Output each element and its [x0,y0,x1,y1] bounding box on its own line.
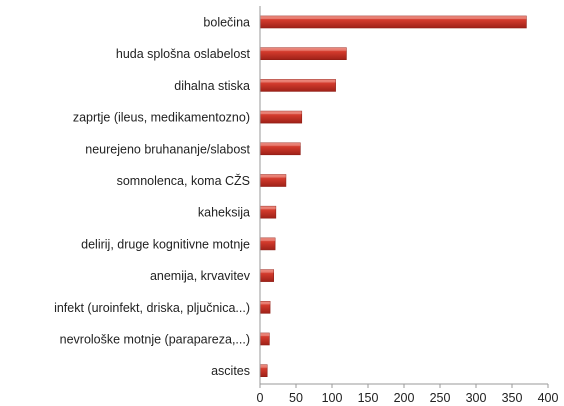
bar-highlight-3 [260,111,302,115]
x-tick-label-1: 50 [289,391,303,405]
category-label-7: delirij, druge kognitivne motnje [81,237,250,251]
x-tick-label-0: 0 [257,391,264,405]
x-tick-label-2: 100 [322,391,343,405]
category-label-6: kaheksija [198,206,250,220]
category-label-2: dihalna stiska [174,79,250,93]
bar-highlight-11 [260,364,268,368]
bar-highlight-5 [260,174,286,178]
bar-highlight-4 [260,142,301,146]
bar-highlight-2 [260,79,336,83]
x-tick-label-4: 200 [394,391,415,405]
category-label-9: infekt (uroinfekt, driska, pljučnica...) [54,301,250,315]
category-label-8: anemija, krvavitev [150,269,251,283]
bar-highlight-7 [260,237,276,241]
category-label-0: bolečina [203,16,250,30]
bar-highlight-6 [260,206,276,210]
x-tick-label-7: 350 [502,391,523,405]
x-tick-label-8: 400 [538,391,559,405]
x-tick-label-6: 300 [466,391,487,405]
category-label-3: zaprtje (ileus, medikamentozno) [73,111,250,125]
x-tick-label-3: 150 [358,391,379,405]
bar-highlight-10 [260,333,270,336]
bar-highlight-1 [260,47,347,51]
category-label-4: neurejeno bruhananje/slabost [85,142,250,156]
category-label-1: huda splošna oslabelost [116,47,251,61]
bar-highlight-8 [260,269,274,273]
category-label-5: somnolenca, koma CŽS [117,173,250,188]
category-label-10: nevrološke motnje (parapareza,...) [60,333,250,347]
x-tick-label-5: 250 [430,391,451,405]
category-label-11: ascites [211,364,250,378]
plot-area: bolečina huda splošna oslabelost dihalna s… [54,6,558,405]
bar-highlight-0 [260,16,527,19]
bar-highlight-9 [260,301,271,305]
